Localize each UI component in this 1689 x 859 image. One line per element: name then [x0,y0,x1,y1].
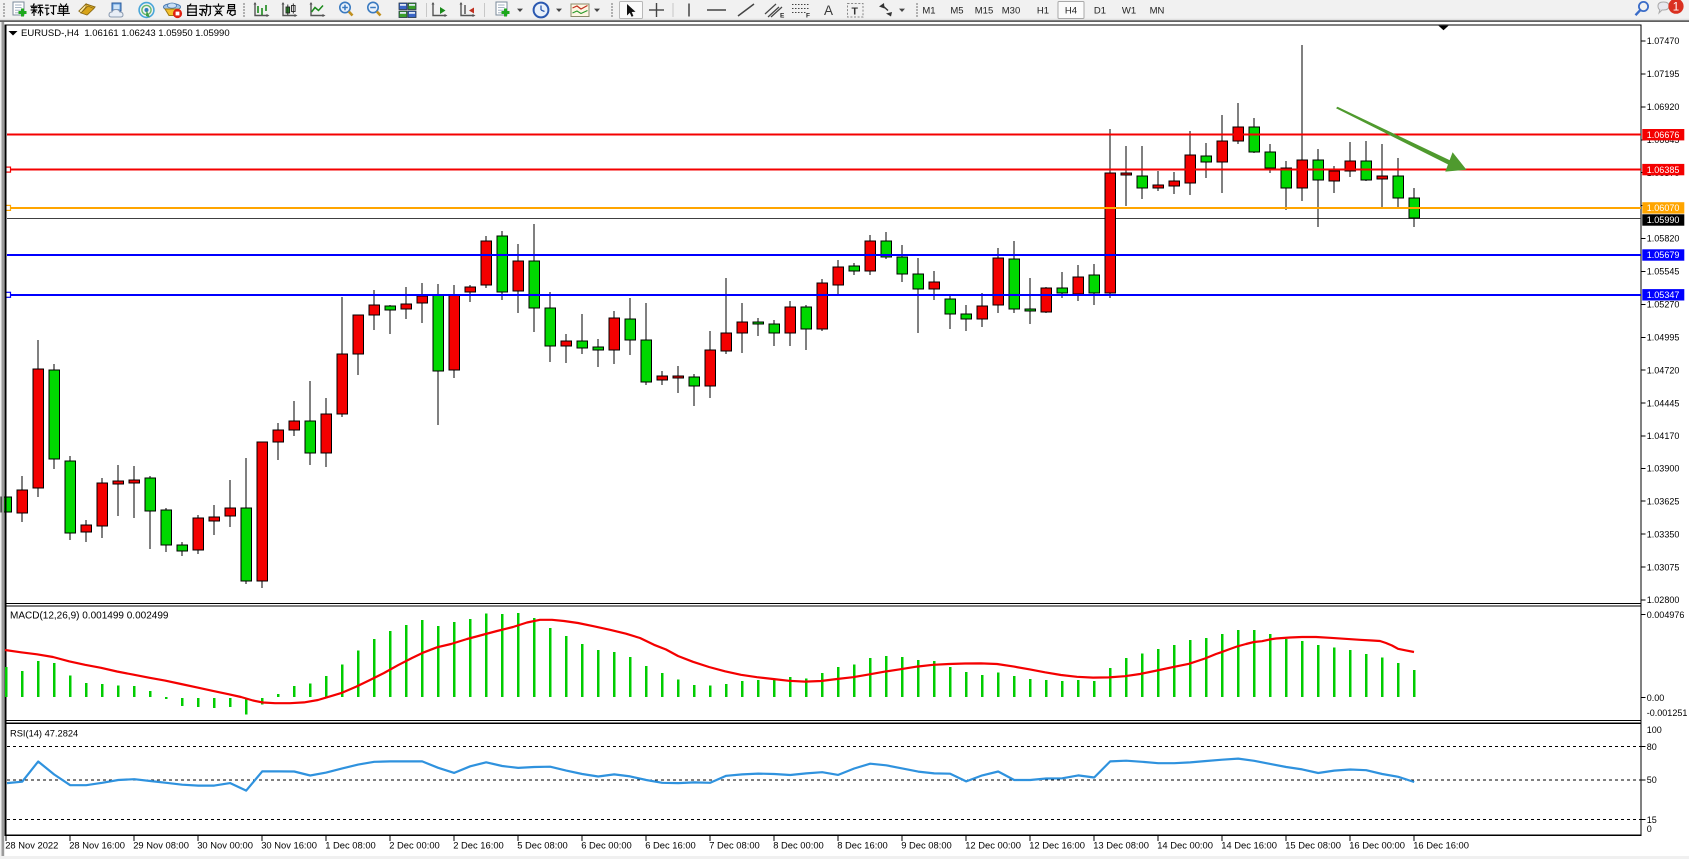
svg-text:100: 100 [1647,725,1662,735]
svg-text:6 Dec 00:00: 6 Dec 00:00 [581,840,632,851]
svg-text:16 Dec 16:00: 16 Dec 16:00 [1413,840,1469,851]
svg-text:1.06070: 1.06070 [1647,203,1680,213]
svg-text:1.05679: 1.05679 [1647,250,1680,260]
svg-text:D1: D1 [1094,6,1106,17]
svg-text:14 Dec 00:00: 14 Dec 00:00 [1157,840,1213,851]
svg-text:1.04445: 1.04445 [1647,398,1680,408]
svg-text:28 Nov 2022: 28 Nov 2022 [5,840,58,851]
svg-text:M15: M15 [975,6,993,17]
svg-text:W1: W1 [1122,6,1136,17]
svg-text:1.02800: 1.02800 [1647,595,1680,605]
svg-text:F: F [806,13,810,20]
svg-text:1.06920: 1.06920 [1647,102,1680,112]
svg-text:M30: M30 [1002,6,1020,17]
svg-text:1.03350: 1.03350 [1647,529,1680,539]
svg-text:16 Dec 00:00: 16 Dec 00:00 [1349,840,1405,851]
svg-text:1.07195: 1.07195 [1647,69,1680,79]
svg-text:15: 15 [1647,815,1657,825]
svg-text:1.06385: 1.06385 [1647,165,1680,175]
svg-text:1.04720: 1.04720 [1647,365,1680,375]
svg-text:2 Dec 16:00: 2 Dec 16:00 [453,840,504,851]
svg-text:1.06676: 1.06676 [1647,130,1680,140]
svg-text:1.05990: 1.05990 [1647,215,1680,225]
svg-text:5 Dec 08:00: 5 Dec 08:00 [517,840,568,851]
svg-text:1.03625: 1.03625 [1647,496,1680,506]
svg-text:E: E [780,13,785,20]
svg-text:13 Dec 08:00: 13 Dec 08:00 [1093,840,1149,851]
svg-text:-0.001251: -0.001251 [1647,708,1688,718]
svg-text:M1: M1 [922,6,935,17]
svg-text:6 Dec 16:00: 6 Dec 16:00 [645,840,696,851]
svg-text:1.03900: 1.03900 [1647,464,1680,474]
svg-text:H4: H4 [1065,6,1077,17]
svg-text:0.00: 0.00 [1647,693,1665,703]
svg-text:8 Dec 16:00: 8 Dec 16:00 [837,840,888,851]
svg-text:1.04995: 1.04995 [1647,333,1680,343]
svg-text:RSI(14) 47.2824: RSI(14) 47.2824 [10,729,78,739]
svg-text:12 Dec 16:00: 12 Dec 16:00 [1029,840,1085,851]
svg-text:1: 1 [1673,1,1679,13]
svg-text:1 Dec 08:00: 1 Dec 08:00 [325,840,376,851]
svg-text:0: 0 [1647,824,1652,834]
svg-text:1.05820: 1.05820 [1647,234,1680,244]
svg-text:1.03075: 1.03075 [1647,562,1680,572]
svg-text:H1: H1 [1037,6,1049,17]
svg-text:50: 50 [1647,775,1657,785]
svg-text:7 Dec 08:00: 7 Dec 08:00 [709,840,760,851]
svg-text:12 Dec 00:00: 12 Dec 00:00 [965,840,1021,851]
svg-text:15 Dec 08:00: 15 Dec 08:00 [1285,840,1341,851]
svg-text:A: A [824,3,833,18]
svg-text:MN: MN [1150,6,1165,17]
svg-text:30 Nov 00:00: 30 Nov 00:00 [197,840,253,851]
svg-text:30 Nov 16:00: 30 Nov 16:00 [261,840,317,851]
svg-text:1.05347: 1.05347 [1647,290,1680,300]
svg-text:1.07470: 1.07470 [1647,36,1680,46]
svg-text:2 Dec 00:00: 2 Dec 00:00 [389,840,440,851]
svg-text:1.04170: 1.04170 [1647,431,1680,441]
svg-text:MACD(12,26,9) 0.001499 0.00249: MACD(12,26,9) 0.001499 0.002499 [10,611,169,622]
svg-text:1.05270: 1.05270 [1647,300,1680,310]
svg-text:80: 80 [1647,742,1657,752]
svg-text:29 Nov 08:00: 29 Nov 08:00 [133,840,189,851]
svg-text:1.05545: 1.05545 [1647,267,1680,277]
svg-text:8 Dec 00:00: 8 Dec 00:00 [773,840,824,851]
svg-text:9 Dec 08:00: 9 Dec 08:00 [901,840,952,851]
svg-text:28 Nov 16:00: 28 Nov 16:00 [69,840,125,851]
svg-text:T: T [852,6,859,18]
svg-text:M5: M5 [950,6,963,17]
svg-text:14 Dec 16:00: 14 Dec 16:00 [1221,840,1277,851]
svg-text:0.004976: 0.004976 [1647,610,1685,620]
svg-text:EURUSD-,H4 1.06161 1.06243 1.: EURUSD-,H4 1.06161 1.06243 1.05950 1.059… [21,28,230,39]
